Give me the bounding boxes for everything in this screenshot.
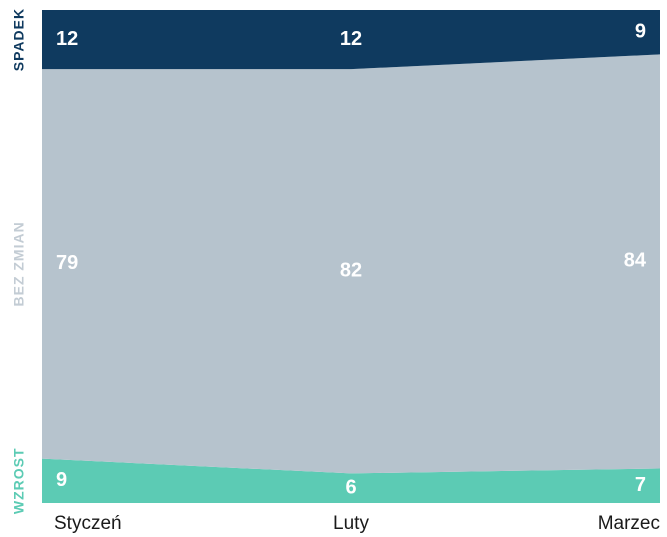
x-tick-label: Styczeń <box>54 513 122 534</box>
legend-label: SPADEK <box>11 8 27 71</box>
legend-label: BEZ ZMIAN <box>11 221 27 306</box>
legend-label: WZROST <box>11 447 27 514</box>
data-label: 7 <box>635 474 646 496</box>
x-tick-label: Marzec <box>598 513 660 534</box>
data-label: 9 <box>635 20 646 42</box>
data-label: 6 <box>345 476 356 498</box>
area <box>42 10 660 70</box>
data-label: 9 <box>56 469 67 491</box>
data-label: 84 <box>624 250 647 272</box>
data-label: 82 <box>340 260 362 282</box>
x-tick-label: Luty <box>333 513 369 534</box>
area <box>42 54 660 474</box>
data-label: 79 <box>56 252 78 274</box>
area <box>42 458 660 503</box>
data-label: 12 <box>56 28 78 50</box>
data-label: 12 <box>340 28 362 50</box>
